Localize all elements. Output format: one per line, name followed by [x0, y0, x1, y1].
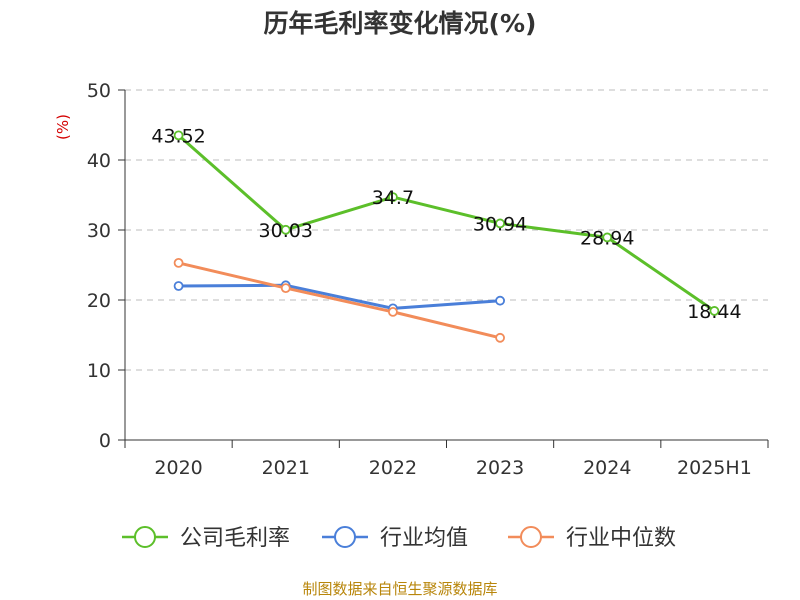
y-tick-label: 30	[87, 220, 111, 242]
x-tick-label: 2021	[262, 457, 310, 479]
data-point	[709, 306, 720, 316]
y-tick-label: 20	[87, 290, 111, 312]
data-labels: 43.52 30.03 34.7 30.94 28.94 18.44	[151, 125, 741, 323]
data-label: 30.03	[259, 220, 313, 242]
legend-label: 公司毛利率	[180, 526, 290, 551]
y-unit-label: (%)	[54, 114, 72, 140]
x-tick-label: 2022	[369, 457, 417, 479]
x-tick-label: 2024	[583, 457, 631, 479]
data-point	[173, 130, 184, 141]
data-point	[173, 257, 184, 268]
legend-marker	[520, 526, 542, 548]
data-label: 28.94	[580, 227, 634, 249]
x-axis-ticks: 2020 2021 2022 2023 2024 2025H1	[154, 457, 751, 479]
data-label: 30.94	[473, 213, 527, 235]
y-tick-label: 50	[87, 80, 111, 102]
legend: 公司毛利率 行业均值 行业中位数	[122, 526, 676, 551]
y-tick-label: 0	[99, 430, 111, 452]
x-tick-label: 2023	[476, 457, 524, 479]
data-label: 43.52	[151, 125, 205, 147]
x-tick-label: 2020	[154, 457, 202, 479]
data-point	[388, 306, 398, 317]
legend-item-2: 行业均值	[322, 526, 468, 551]
data-point	[495, 218, 505, 229]
series-3	[173, 257, 505, 343]
legend-item-1: 公司毛利率	[122, 526, 290, 551]
axes	[118, 89, 769, 448]
series-line	[177, 134, 716, 313]
data-point	[173, 281, 184, 291]
y-axis-ticks: 0 10 20 30 40 50	[87, 80, 111, 452]
series-1	[173, 130, 720, 316]
y-tick-label: 10	[87, 360, 111, 382]
data-label: 18.44	[687, 301, 741, 323]
data-label: 34.7	[372, 187, 414, 209]
x-tick-label: 2025H1	[677, 457, 752, 479]
series-group	[173, 130, 720, 343]
source-note: 制图数据来自恒生聚源数据库	[302, 580, 497, 598]
series-line	[178, 283, 501, 310]
series-2	[173, 280, 505, 314]
data-point	[280, 224, 291, 235]
data-point	[388, 192, 398, 203]
data-point	[495, 295, 505, 306]
chart-title: 历年毛利率变化情况(%)	[264, 9, 537, 38]
legend-marker	[134, 526, 156, 548]
legend-label: 行业均值	[380, 526, 468, 551]
data-point	[280, 283, 291, 294]
legend-item-3: 行业中位数	[508, 526, 676, 551]
data-point	[602, 232, 613, 243]
legend-label: 行业中位数	[566, 526, 676, 551]
legend-marker	[334, 526, 356, 548]
data-point	[495, 332, 505, 343]
grid-lines	[125, 89, 768, 371]
y-tick-label: 40	[87, 150, 111, 172]
series-line	[178, 261, 501, 340]
